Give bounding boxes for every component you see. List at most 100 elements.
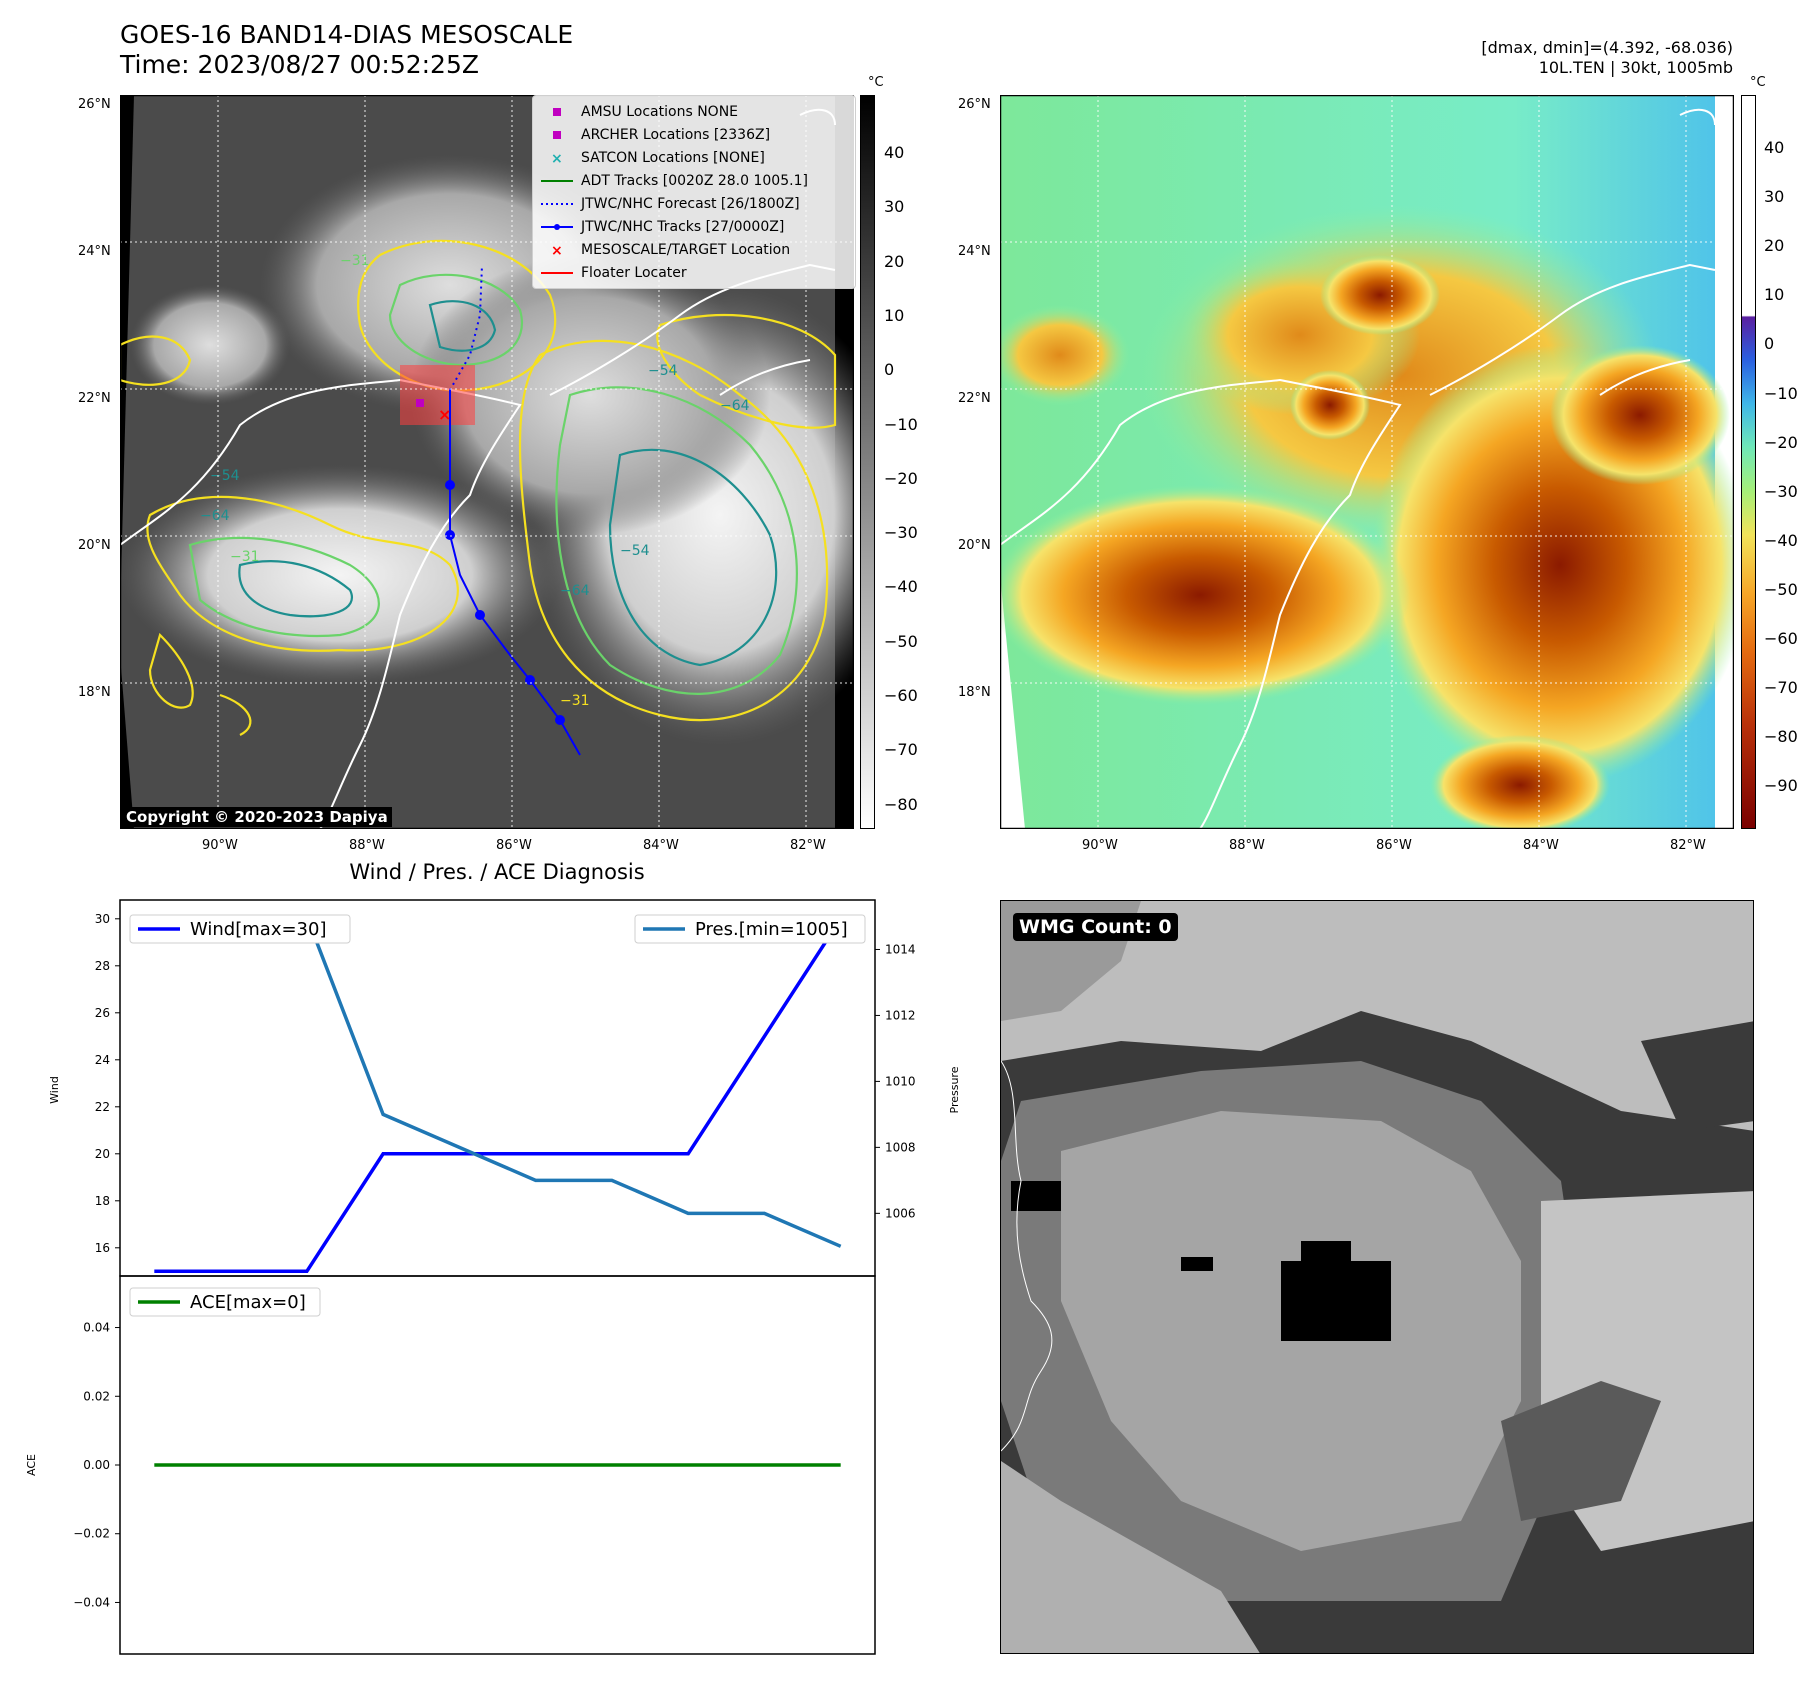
svg-text:−31: −31 — [230, 549, 260, 565]
series-line-pressure — [154, 914, 842, 1248]
legend-item: × SATCON Locations [NONE] — [539, 146, 849, 169]
wind-tick-label: 24 — [95, 1053, 110, 1067]
right-lat-label: 20°N — [958, 538, 991, 553]
left-colorbar-unit: °C — [868, 75, 884, 90]
right-colorbar-unit: °C — [1750, 75, 1766, 90]
storm-info: 10L.TEN | 30kt, 1005mb — [1538, 58, 1733, 77]
map-legend: AMSU Locations NONE ARCHER Locations [233… — [532, 95, 856, 289]
pressure-legend-box — [634, 914, 866, 944]
legend-marker — [553, 130, 561, 139]
ace-tick-label: −0.04 — [73, 1595, 110, 1609]
left-lon-label: 88°W — [349, 838, 385, 853]
right-cbar-ticks-label: −20 — [1764, 432, 1798, 452]
wind-tick-label: 20 — [95, 1147, 110, 1161]
right-cbar-ticks-label: 40 — [1764, 138, 1785, 157]
legend-label: AMSU Locations NONE — [581, 103, 739, 120]
right-lon-label: 84°W — [1523, 838, 1559, 853]
left-lon-label: 82°W — [790, 838, 826, 853]
right-cbar-ticks-label: −30 — [1764, 481, 1798, 501]
legend-label: SATCON Locations [NONE] — [581, 149, 765, 166]
left-cbar-ticks-label: −80 — [884, 794, 918, 814]
wind-legend-label: Wind[max=30] — [190, 919, 327, 940]
legend-item: Floater Locater — [539, 261, 849, 284]
svg-text:×: × — [551, 243, 563, 257]
legend-item: ARCHER Locations [2336Z] — [539, 123, 849, 146]
legend-marker — [553, 107, 561, 116]
left-cbar-ticks-label: 0 — [884, 360, 895, 380]
legend-marker — [541, 179, 573, 182]
left-lon-label: 90°W — [202, 838, 238, 853]
left-cbar-ticks-label: −40 — [884, 577, 918, 597]
svg-text:×: × — [551, 151, 563, 165]
ace-legend-box — [129, 1287, 321, 1317]
wind-axis-label: Wind — [48, 1076, 61, 1104]
wmg-panel: WMG Count: 0 — [1000, 900, 1754, 1654]
right-cbar-ticks-label: −70 — [1764, 678, 1798, 698]
left-lat-label: 26°N — [78, 97, 111, 112]
right-colorbar — [1741, 95, 1756, 829]
ace-tick-label: 0.02 — [83, 1389, 110, 1403]
right-cbar-ticks-label: −90 — [1764, 776, 1798, 796]
svg-text:−64: −64 — [560, 583, 590, 599]
legend-item: ADT Tracks [0020Z 28.0 1005.1] — [539, 169, 849, 192]
legend-marker — [541, 223, 573, 230]
ace-tick-label: 0.04 — [83, 1321, 110, 1335]
pressure-tick-label: 1012 — [885, 1008, 916, 1022]
left-cbar-ticks-label: −50 — [884, 631, 918, 651]
wmg-image — [1001, 901, 1753, 1653]
wmg-count-badge: WMG Count: 0 — [1013, 913, 1178, 941]
ir-map-panel: × −31 −54 −64 −54 −64 −31 −64 −54 −31 Co… — [118, 94, 910, 830]
legend-label: ADT Tracks [0020Z 28.0 1005.1] — [581, 172, 808, 189]
legend-label: JTWC/NHC Forecast [26/1800Z] — [581, 195, 800, 212]
right-cbar-ticks-label: 10 — [1764, 285, 1785, 305]
left-cbar-ticks-label: −10 — [884, 414, 918, 434]
ace-tick-label: 0.00 — [83, 1458, 110, 1472]
wind-tick-label: 30 — [95, 912, 110, 926]
copyright-label: Copyright © 2020-2023 Dapiya — [122, 807, 392, 827]
diagnosis-title: Wind / Pres. / ACE Diagnosis — [349, 860, 645, 884]
ace-legend-label: ACE[max=0] — [190, 1292, 306, 1313]
legend-label: Floater Locater — [581, 264, 687, 281]
figure-title: GOES-16 BAND14-DIAS MESOSCALE — [120, 20, 574, 49]
svg-text:−31: −31 — [340, 253, 370, 269]
svg-text:−31: −31 — [560, 693, 590, 709]
svg-text:−64: −64 — [200, 508, 230, 524]
right-lat-label: 26°N — [958, 97, 991, 112]
color-ir-panel — [990, 94, 1750, 835]
left-cbar-ticks-label: 40 — [884, 143, 905, 162]
right-lat-label: 22°N — [958, 391, 991, 406]
left-lon-label: 86°W — [496, 838, 532, 853]
legend-label: ARCHER Locations [2336Z] — [581, 126, 771, 143]
right-cbar-ticks-label: 30 — [1764, 187, 1785, 207]
pressure-tick-label: 1006 — [885, 1206, 916, 1220]
pressure-axis-label: Pressure — [948, 1066, 960, 1113]
left-lat-label: 20°N — [78, 538, 111, 553]
dmax-dmin-info: [dmax, dmin]=(4.392, -68.036) — [1481, 38, 1733, 57]
wind-legend-box — [129, 914, 351, 944]
right-lon-label: 88°W — [1229, 838, 1265, 853]
legend-item: AMSU Locations NONE — [539, 100, 849, 123]
color-ir-image — [990, 94, 1750, 835]
wind-tick-label: 28 — [95, 959, 110, 973]
legend-item: JTWC/NHC Tracks [27/0000Z] — [539, 215, 849, 238]
legend-marker: × — [551, 151, 563, 165]
right-lat-label: 18°N — [958, 685, 991, 700]
right-cbar-ticks-label: −50 — [1764, 579, 1798, 599]
left-cbar-ticks-label: −70 — [884, 740, 918, 760]
right-cbar-ticks-label: 0 — [1764, 334, 1775, 354]
wind-tick-label: 26 — [95, 1006, 110, 1020]
left-cbar-ticks-label: 30 — [884, 197, 905, 217]
left-cbar-ticks-label: −20 — [884, 468, 918, 488]
left-cbar-ticks-label: −30 — [884, 523, 918, 543]
left-lat-label: 22°N — [78, 391, 111, 406]
svg-text:−54: −54 — [648, 363, 678, 379]
figure-time: Time: 2023/08/27 00:52:25Z — [120, 50, 479, 79]
ace-tick-label: −0.02 — [73, 1527, 110, 1541]
left-cbar-ticks-label: 10 — [884, 305, 905, 325]
svg-text:−64: −64 — [720, 398, 750, 414]
diagnosis-chart: Wind Pressure ACE 16 18 20 22 24 26 28 30 1006 10… — [25, 899, 960, 1655]
legend-item: × MESOSCALE/TARGET Location — [539, 238, 849, 261]
wind-tick-label: 18 — [95, 1194, 110, 1208]
legend-item: JTWC/NHC Forecast [26/1800Z] — [539, 192, 849, 215]
legend-marker: × — [551, 243, 563, 257]
